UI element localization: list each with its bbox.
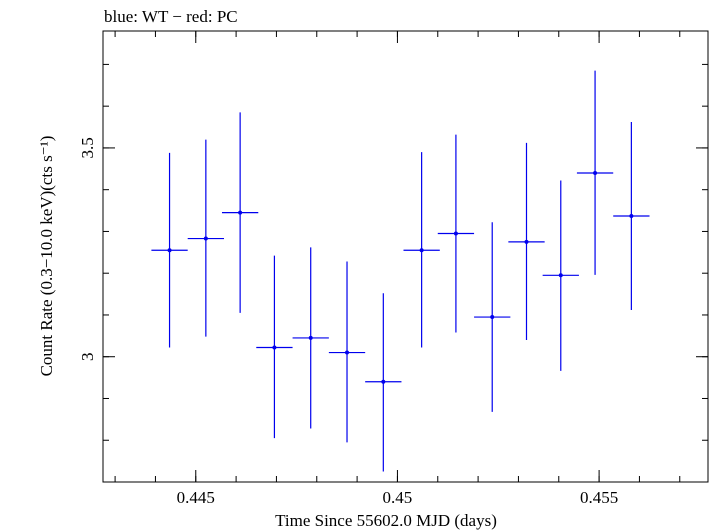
data-marker <box>419 248 424 253</box>
y-tick-label: 3.5 <box>78 137 97 158</box>
x-tick-label: 0.45 <box>383 488 413 507</box>
data-point <box>151 152 188 348</box>
data-point <box>474 222 511 412</box>
data-marker <box>345 350 350 355</box>
data-point <box>365 293 402 472</box>
data-point <box>437 134 475 333</box>
data-point <box>613 122 650 310</box>
data-point <box>256 255 293 439</box>
data-point <box>187 139 224 337</box>
data-marker <box>381 379 386 384</box>
data-marker <box>593 170 598 175</box>
data-point <box>576 70 614 275</box>
data-marker <box>203 236 208 241</box>
data-point <box>542 180 579 371</box>
y-axis-label: Count Rate (0.3−10.0 keV)(cts s⁻¹) <box>37 136 56 377</box>
data-marker <box>167 248 172 253</box>
data-marker <box>629 213 634 218</box>
x-tick-label: 0.455 <box>580 488 618 507</box>
data-marker <box>558 273 563 278</box>
chart-title: blue: WT − red: PC <box>104 7 238 26</box>
data-point <box>221 112 259 313</box>
data-marker <box>490 315 495 320</box>
data-marker <box>238 210 243 215</box>
data-marker <box>453 231 458 236</box>
series-wt <box>151 70 650 472</box>
data-point <box>292 247 329 429</box>
x-axis-label: Time Since 55602.0 MJD (days) <box>275 511 497 530</box>
data-point <box>328 261 366 443</box>
data-point <box>403 152 440 348</box>
y-tick-label: 3 <box>78 352 97 361</box>
data-point <box>508 142 545 341</box>
data-marker <box>272 345 277 350</box>
data-marker <box>524 239 529 244</box>
x-tick-label: 0.445 <box>177 488 215 507</box>
plot-frame <box>102 30 709 483</box>
data-marker <box>308 335 313 340</box>
